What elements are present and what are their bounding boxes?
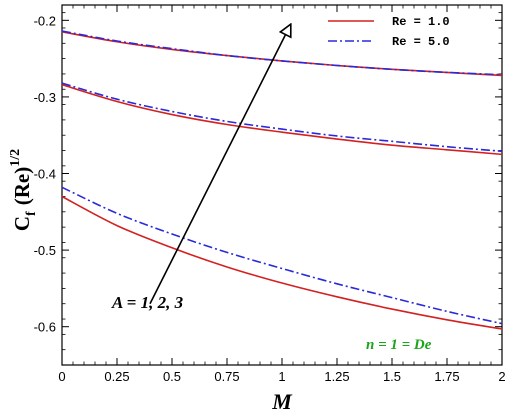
y-tick-label: -0.6	[34, 320, 56, 335]
series-line-a1-re1	[61, 195, 503, 330]
x-tick-label: 0.75	[214, 369, 239, 384]
y-axis-label-main: C	[10, 216, 34, 231]
y-tick-label: -0.2	[34, 13, 56, 28]
x-tick-label: 1	[278, 369, 285, 384]
x-axis-label: M	[271, 389, 293, 414]
y-axis-label-sub: f	[24, 211, 39, 216]
series-layer	[61, 30, 503, 330]
series-line-a2-re5	[61, 82, 503, 153]
y-axis-label-rest: (Re)	[10, 167, 34, 205]
x-tick-label: 2	[498, 369, 505, 384]
y-axis-label-sup: 1/2	[8, 149, 23, 167]
x-tick-label: 1.5	[383, 369, 401, 384]
x-tick-label: 0.25	[104, 369, 129, 384]
legend-label-re1: Re = 1.0	[392, 15, 450, 29]
trend-arrow	[149, 24, 291, 305]
x-tick-label: 0.5	[163, 369, 181, 384]
legend: Re = 1.0 Re = 5.0	[328, 15, 450, 49]
series-line-a1-re5	[61, 186, 503, 325]
tick-labels: 0 0.25 0.5 0.75 1 1.25 1.5 1.75 2 -0.6 -0.5 -0.4 -0.…	[34, 13, 506, 384]
y-tick-label: -0.4	[34, 167, 56, 182]
y-tick-label: -0.3	[34, 90, 56, 105]
y-axis-label: Cf (Re)1/2	[8, 149, 39, 231]
series-line-a3-re5	[61, 30, 503, 76]
y-tick-label: -0.5	[34, 243, 56, 258]
x-tick-label: 1.25	[324, 369, 349, 384]
series-line-a2-re1	[61, 83, 503, 156]
axis-ticks	[61, 5, 503, 366]
x-tick-label: 1.75	[434, 369, 459, 384]
legend-label-re5: Re = 5.0	[392, 35, 450, 49]
arrow-label: A = 1, 2, 3	[111, 293, 184, 312]
params-label: n = 1 = De	[366, 337, 432, 353]
plot-area	[61, 4, 503, 366]
x-tick-label: 0	[58, 369, 65, 384]
